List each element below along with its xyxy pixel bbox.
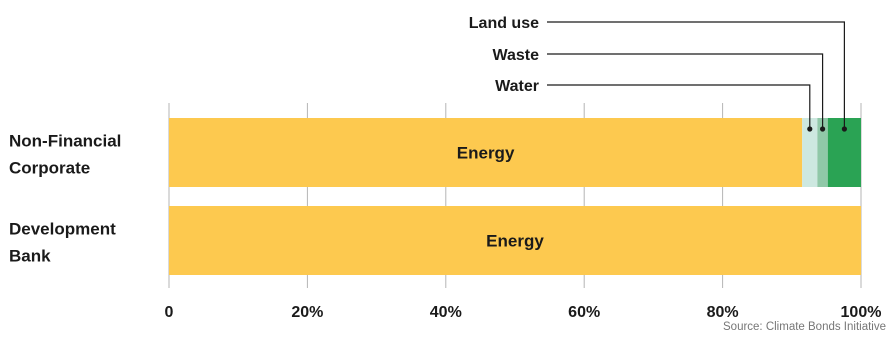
callout-dot bbox=[819, 126, 826, 132]
x-tick-label: 100% bbox=[841, 304, 882, 321]
segment-label: Energy bbox=[457, 144, 515, 163]
bar-segment bbox=[169, 206, 861, 275]
callout-dot bbox=[807, 126, 813, 132]
callout-dot bbox=[841, 126, 847, 132]
x-tick-label: 20% bbox=[291, 304, 323, 321]
callout-label: Water bbox=[495, 78, 539, 95]
bar-segment bbox=[802, 118, 818, 187]
callouts: Water Waste Land use bbox=[469, 15, 847, 132]
x-tick-labels: 0 20% 40% 60% 80% 100% bbox=[165, 304, 882, 321]
category-label: Non-Financial Corporate bbox=[9, 132, 121, 178]
callout-label: Land use bbox=[469, 15, 539, 32]
bar-segment bbox=[169, 118, 803, 187]
callout-label: Waste bbox=[492, 47, 539, 64]
bar-segment bbox=[817, 118, 828, 187]
x-tick-label: 60% bbox=[568, 304, 600, 321]
callout-leader-line bbox=[547, 21, 845, 129]
x-tick-label: 40% bbox=[430, 304, 462, 321]
bars bbox=[169, 118, 861, 275]
callout-leader-line bbox=[547, 84, 811, 129]
x-tick-label: 0 bbox=[165, 304, 174, 321]
source-note: Source: Climate Bonds Initiative bbox=[723, 321, 886, 333]
x-tick-label: 80% bbox=[707, 304, 739, 321]
category-labels: Non-Financial Corporate Development Bank bbox=[9, 132, 121, 266]
segment-labels: Energy Energy bbox=[457, 144, 545, 251]
category-label: Development Bank bbox=[9, 220, 116, 266]
callout-leader-line bbox=[547, 53, 824, 129]
segment-label: Energy bbox=[486, 232, 544, 251]
